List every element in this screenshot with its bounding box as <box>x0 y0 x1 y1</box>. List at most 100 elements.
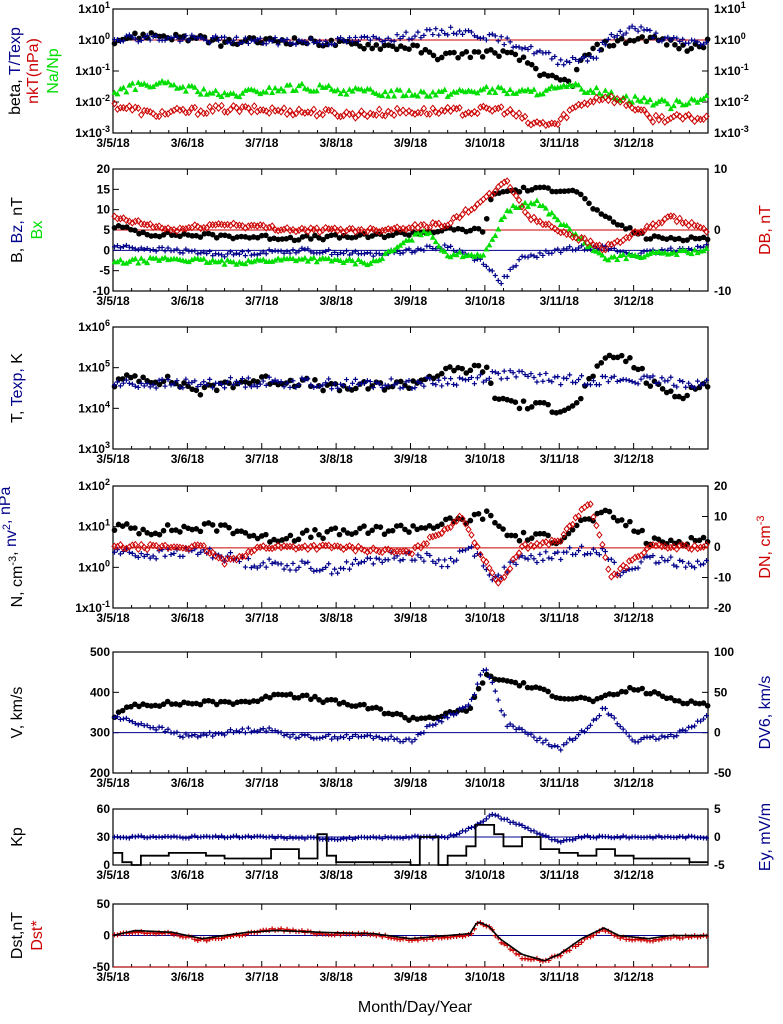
data-point <box>296 248 302 254</box>
data-point <box>189 733 195 739</box>
data-point <box>225 379 231 385</box>
data-point <box>516 405 523 412</box>
y2-tick-label: 1x10-1 <box>714 62 749 78</box>
data-point <box>436 32 442 38</box>
data-point <box>388 733 394 739</box>
data-point <box>367 86 374 92</box>
data-point <box>561 838 567 844</box>
data-point <box>436 718 442 724</box>
data-point <box>442 31 448 37</box>
data-point <box>284 380 290 386</box>
data-point <box>126 217 133 226</box>
data-point <box>513 90 520 96</box>
y2-tick-label: 100 <box>714 645 734 659</box>
data-point <box>406 378 412 384</box>
data-point <box>213 701 220 708</box>
data-point <box>471 49 478 55</box>
data-point <box>233 34 239 40</box>
data-point <box>553 74 560 81</box>
x-tick-label: 3/10/18 <box>465 611 505 625</box>
data-point <box>310 105 317 114</box>
data-point <box>647 236 654 242</box>
data-point <box>512 679 519 686</box>
data-point <box>462 520 469 528</box>
data-point <box>460 705 466 711</box>
data-point <box>194 222 201 231</box>
data-point <box>346 86 353 92</box>
data-point <box>647 383 654 389</box>
data-point <box>400 33 406 39</box>
data-point <box>658 96 665 102</box>
y2-tick-label: 20 <box>714 479 728 493</box>
data-point <box>405 107 413 115</box>
data-point <box>320 699 326 706</box>
data-point <box>298 80 305 87</box>
data-point <box>427 376 433 382</box>
data-point <box>367 109 374 118</box>
data-point <box>332 525 339 531</box>
data-point <box>590 45 596 52</box>
data-point <box>534 738 540 744</box>
data-point <box>418 35 424 41</box>
data-point <box>656 937 662 943</box>
data-point <box>123 33 129 39</box>
x-tick-label: 3/7/18 <box>245 868 279 882</box>
data-point <box>120 84 127 90</box>
data-point <box>376 556 382 562</box>
data-point <box>114 105 121 113</box>
x-tick-label: 3/12/18 <box>614 611 654 625</box>
data-point <box>486 375 492 381</box>
data-point <box>672 697 678 704</box>
data-point <box>144 259 151 266</box>
data-point <box>215 104 222 113</box>
data-point <box>381 531 388 538</box>
data-point <box>141 246 147 252</box>
data-point <box>260 834 266 840</box>
data-point <box>575 512 582 520</box>
data-point <box>689 37 695 43</box>
data-point <box>319 110 326 119</box>
data-point <box>593 835 599 841</box>
data-point <box>688 534 695 541</box>
data-point <box>263 728 269 734</box>
data-point <box>474 251 481 257</box>
data-point <box>696 700 703 707</box>
data-point <box>396 225 404 234</box>
data-point <box>534 559 540 565</box>
data-point <box>203 224 210 232</box>
data-point <box>260 221 267 230</box>
data-point <box>293 567 299 573</box>
data-point <box>177 733 183 739</box>
data-point <box>680 237 686 244</box>
data-point <box>530 119 538 127</box>
data-point <box>519 46 525 52</box>
data-point <box>700 700 707 706</box>
data-point <box>512 399 519 406</box>
data-point <box>543 370 549 376</box>
data-point <box>643 110 651 118</box>
data-point <box>337 112 344 121</box>
data-point <box>512 532 519 539</box>
data-point <box>218 554 225 562</box>
data-point <box>314 40 320 46</box>
data-point <box>475 225 482 232</box>
data-point <box>132 553 138 559</box>
data-point <box>338 35 344 41</box>
data-point <box>623 40 629 47</box>
data-point <box>557 228 564 237</box>
data-point <box>496 53 502 60</box>
data-point <box>328 37 335 44</box>
data-point <box>355 542 362 551</box>
data-point <box>689 833 695 839</box>
data-point <box>159 376 165 382</box>
data-point <box>168 701 175 707</box>
data-point <box>370 834 376 840</box>
data-point <box>279 691 286 698</box>
data-point <box>524 684 531 691</box>
data-point <box>424 724 430 730</box>
data-point <box>555 374 561 380</box>
data-point <box>257 563 263 569</box>
data-point <box>296 835 302 841</box>
data-point <box>222 254 228 260</box>
data-point <box>522 372 528 378</box>
